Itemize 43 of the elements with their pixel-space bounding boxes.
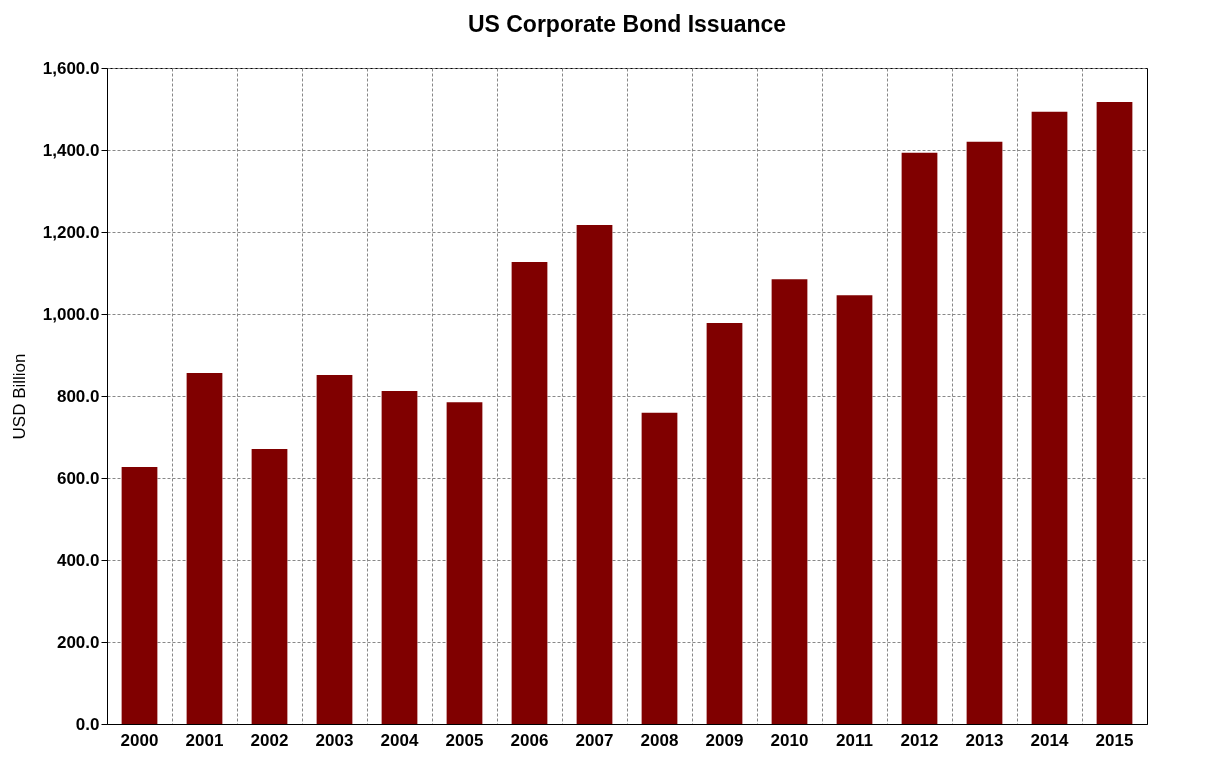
bar xyxy=(251,448,288,724)
x-tick-label: 2009 xyxy=(705,730,744,750)
y-tick-label: 1,600.0 xyxy=(42,58,100,78)
x-tick-label: 2012 xyxy=(900,730,939,750)
bar xyxy=(381,391,418,724)
bar xyxy=(966,141,1003,724)
x-tick-label: 2003 xyxy=(315,730,354,750)
bar xyxy=(186,373,223,724)
x-tick-label: 2002 xyxy=(250,730,289,750)
y-tick-label: 1,200.0 xyxy=(42,222,100,242)
x-tick-label: 2001 xyxy=(185,730,224,750)
bar xyxy=(316,375,353,724)
bar xyxy=(641,412,678,724)
x-tick-label: 2008 xyxy=(640,730,679,750)
x-tick-label: 2011 xyxy=(836,730,873,750)
y-tick-label: 600.0 xyxy=(56,468,100,488)
bar xyxy=(901,152,938,724)
bar xyxy=(576,225,613,724)
y-tick-label: 400.0 xyxy=(56,550,100,570)
bar xyxy=(446,402,483,724)
bar xyxy=(1096,102,1133,724)
y-tick-label: 800.0 xyxy=(56,386,100,406)
bar xyxy=(771,279,808,724)
y-tick-label: 1,000.0 xyxy=(42,304,100,324)
bar xyxy=(121,466,158,724)
y-tick-label: 0.0 xyxy=(75,714,100,734)
x-tick-label: 2004 xyxy=(380,730,419,750)
y-tick-label: 200.0 xyxy=(56,632,100,652)
bar xyxy=(706,323,743,724)
bar xyxy=(1031,111,1068,724)
x-tick-label: 2006 xyxy=(510,730,549,750)
x-tick-label: 2000 xyxy=(120,730,159,750)
x-tick-label: 2015 xyxy=(1095,730,1134,750)
bar xyxy=(836,295,873,724)
bar xyxy=(511,261,548,724)
chart-title: US Corporate Bond Issuance xyxy=(467,11,787,37)
y-tick-label: 1,400.0 xyxy=(42,140,100,160)
x-tick-label: 2007 xyxy=(575,730,614,750)
x-tick-label: 2013 xyxy=(965,730,1004,750)
y-axis-title: USD Billion xyxy=(9,353,29,440)
x-tick-label: 2010 xyxy=(770,730,809,750)
x-tick-label: 2005 xyxy=(445,730,484,750)
x-tick-label: 2014 xyxy=(1030,730,1069,750)
